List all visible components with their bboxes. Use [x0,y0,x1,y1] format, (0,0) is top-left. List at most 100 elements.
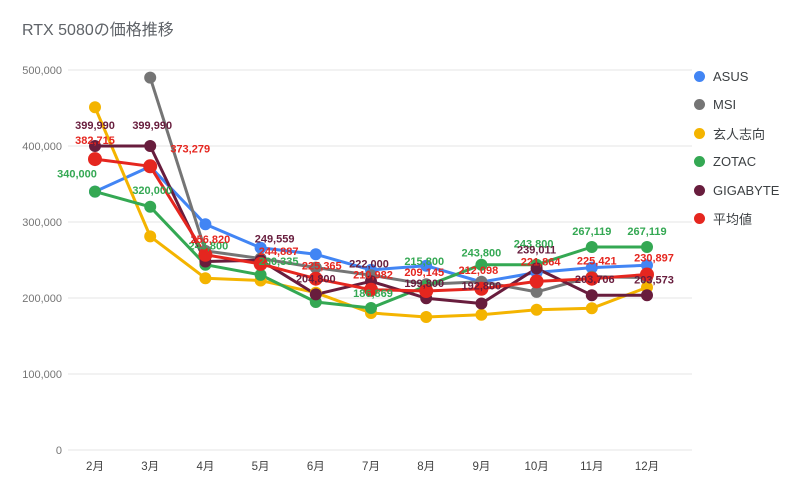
data-point-玄人志向 [420,311,433,323]
data-point-ZOTAC [585,241,598,253]
data-point-玄人志向 [585,302,598,315]
x-axis-tick-label: 4月 [196,461,214,473]
data-point-平均値 [584,271,599,286]
data-point-平均値 [253,256,268,271]
x-axis-tick-label: 2月 [86,461,104,473]
point-label-ZOTAC: 215,800 [404,256,444,268]
data-point-ZOTAC [475,258,488,271]
data-point-平均値 [419,284,434,298]
data-point-GIGABYTE [641,289,653,302]
data-point-平均値 [640,267,654,282]
point-label-ZOTAC: 243,800 [462,248,502,260]
point-label-平均値: 225,421 [577,256,617,268]
point-label-ZOTAC: 340,000 [57,169,97,181]
data-point-ZOTAC [365,302,377,314]
data-point-ZOTAC [89,185,101,198]
data-point-ASUS [254,241,267,254]
legend-label: 平均値 [713,212,753,228]
legend-dot-icon [694,70,705,82]
data-point-GIGABYTE [144,140,157,152]
data-point-GIGABYTE [530,262,543,275]
x-axis-tick-label: 7月 [362,461,380,473]
point-label-平均値: 210,982 [353,270,393,282]
y-axis-tick-label: 400,000 [22,141,62,153]
y-axis-tick-label: 500,000 [22,65,62,77]
point-label-ZOTAC: 320,000 [132,185,172,197]
y-axis-tick-label: 200,000 [22,293,62,305]
data-point-ASUS [199,218,212,231]
point-label-GIGABYTE: 249,559 [255,233,295,245]
data-point-玄人志向 [475,308,488,321]
y-axis-tick-label: 300,000 [22,217,62,229]
point-label-ZOTAC: 243,800 [514,239,554,251]
legend-dot-icon [694,99,705,111]
data-point-玄人志向 [89,101,101,114]
data-point-平均値 [143,159,158,174]
data-point-平均値 [198,247,213,262]
data-point-平均値 [364,282,378,297]
chart-title: RTX 5080の価格推移 [22,22,174,39]
point-label-平均値: 373,279 [170,143,210,155]
data-point-MSI [309,261,322,274]
point-label-平均値: 244,887 [259,246,299,258]
legend-dot-icon [694,127,705,139]
data-point-MSI [530,285,543,298]
point-label-ZOTAC: 186,869 [353,288,393,300]
legend-item-MSI: MSI [694,91,809,120]
legend-label: MSI [713,97,737,113]
legend-item-玄人志向: 玄人志向 [694,119,809,148]
legend-item-GIGABYTE: GIGABYTE [694,176,809,205]
legend-label: 玄人志向 [713,126,766,142]
point-label-GIGABYTE: 239,011 [517,244,556,256]
point-label-平均値: 256,820 [191,234,231,246]
x-axis-tick-label: 5月 [252,461,270,473]
y-axis-tick-label: 0 [56,445,62,457]
data-point-平均値 [88,152,102,167]
x-axis-tick-label: 9月 [472,461,490,473]
point-label-ZOTAC: 230,335 [259,256,299,268]
point-label-平均値: 225,365 [302,261,342,273]
point-label-GIGABYTE: 203,706 [575,274,615,286]
data-point-ZOTAC [144,200,157,213]
point-label-GIGABYTE: 222,000 [349,258,389,270]
data-point-ASUS [585,261,598,274]
point-label-ZOTAC: 267,119 [627,226,666,238]
x-axis-tick-label: 10月 [524,461,548,473]
data-point-MSI [144,71,157,84]
point-label-GIGABYTE: 204,800 [296,273,336,285]
legend-label: ASUS [713,68,749,84]
point-label-平均値: 212,098 [459,265,499,277]
series-line-MSI [148,77,648,294]
point-label-平均値: 209,145 [404,267,444,279]
point-label-ZOTAC: 267,119 [572,226,611,238]
data-point-玄人志向 [144,230,157,243]
legend-item-ASUS: ASUS [694,62,809,91]
point-label-GIGABYTE: 203,573 [634,274,674,286]
data-point-玄人志向 [530,303,543,316]
legend-label: GIGABYTE [713,182,780,198]
data-point-平均値 [308,271,323,286]
data-point-ZOTAC [254,268,267,281]
point-label-GIGABYTE: 399,990 [132,120,172,132]
data-point-玄人志向 [199,272,212,285]
x-axis-tick-label: 6月 [307,461,325,473]
x-axis-tick-label: 8月 [417,461,435,473]
point-label-平均値: 221,864 [521,256,562,268]
point-label-GIGABYTE: 199,800 [404,278,444,290]
legend-label: ZOTAC [713,154,757,170]
legend-dot-icon [694,184,705,196]
data-point-GIGABYTE [309,288,322,301]
x-axis-tick-label: 3月 [141,461,159,473]
point-label-平均値: 382,715 [75,135,115,147]
data-point-GIGABYTE [585,289,598,302]
legend-item-ZOTAC: ZOTAC [694,148,809,177]
data-point-GIGABYTE [89,140,101,152]
legend-dot-icon [694,156,705,168]
data-point-ASUS [309,248,322,261]
y-axis-tick-label: 100,000 [22,369,62,381]
data-point-平均値 [529,274,544,289]
data-point-ASUS [420,259,433,272]
point-label-平均値: 230,897 [634,253,674,265]
chart-legend: ASUS MSI 玄人志向 ZOTAC GIGABYTE 平均値 [694,62,809,233]
